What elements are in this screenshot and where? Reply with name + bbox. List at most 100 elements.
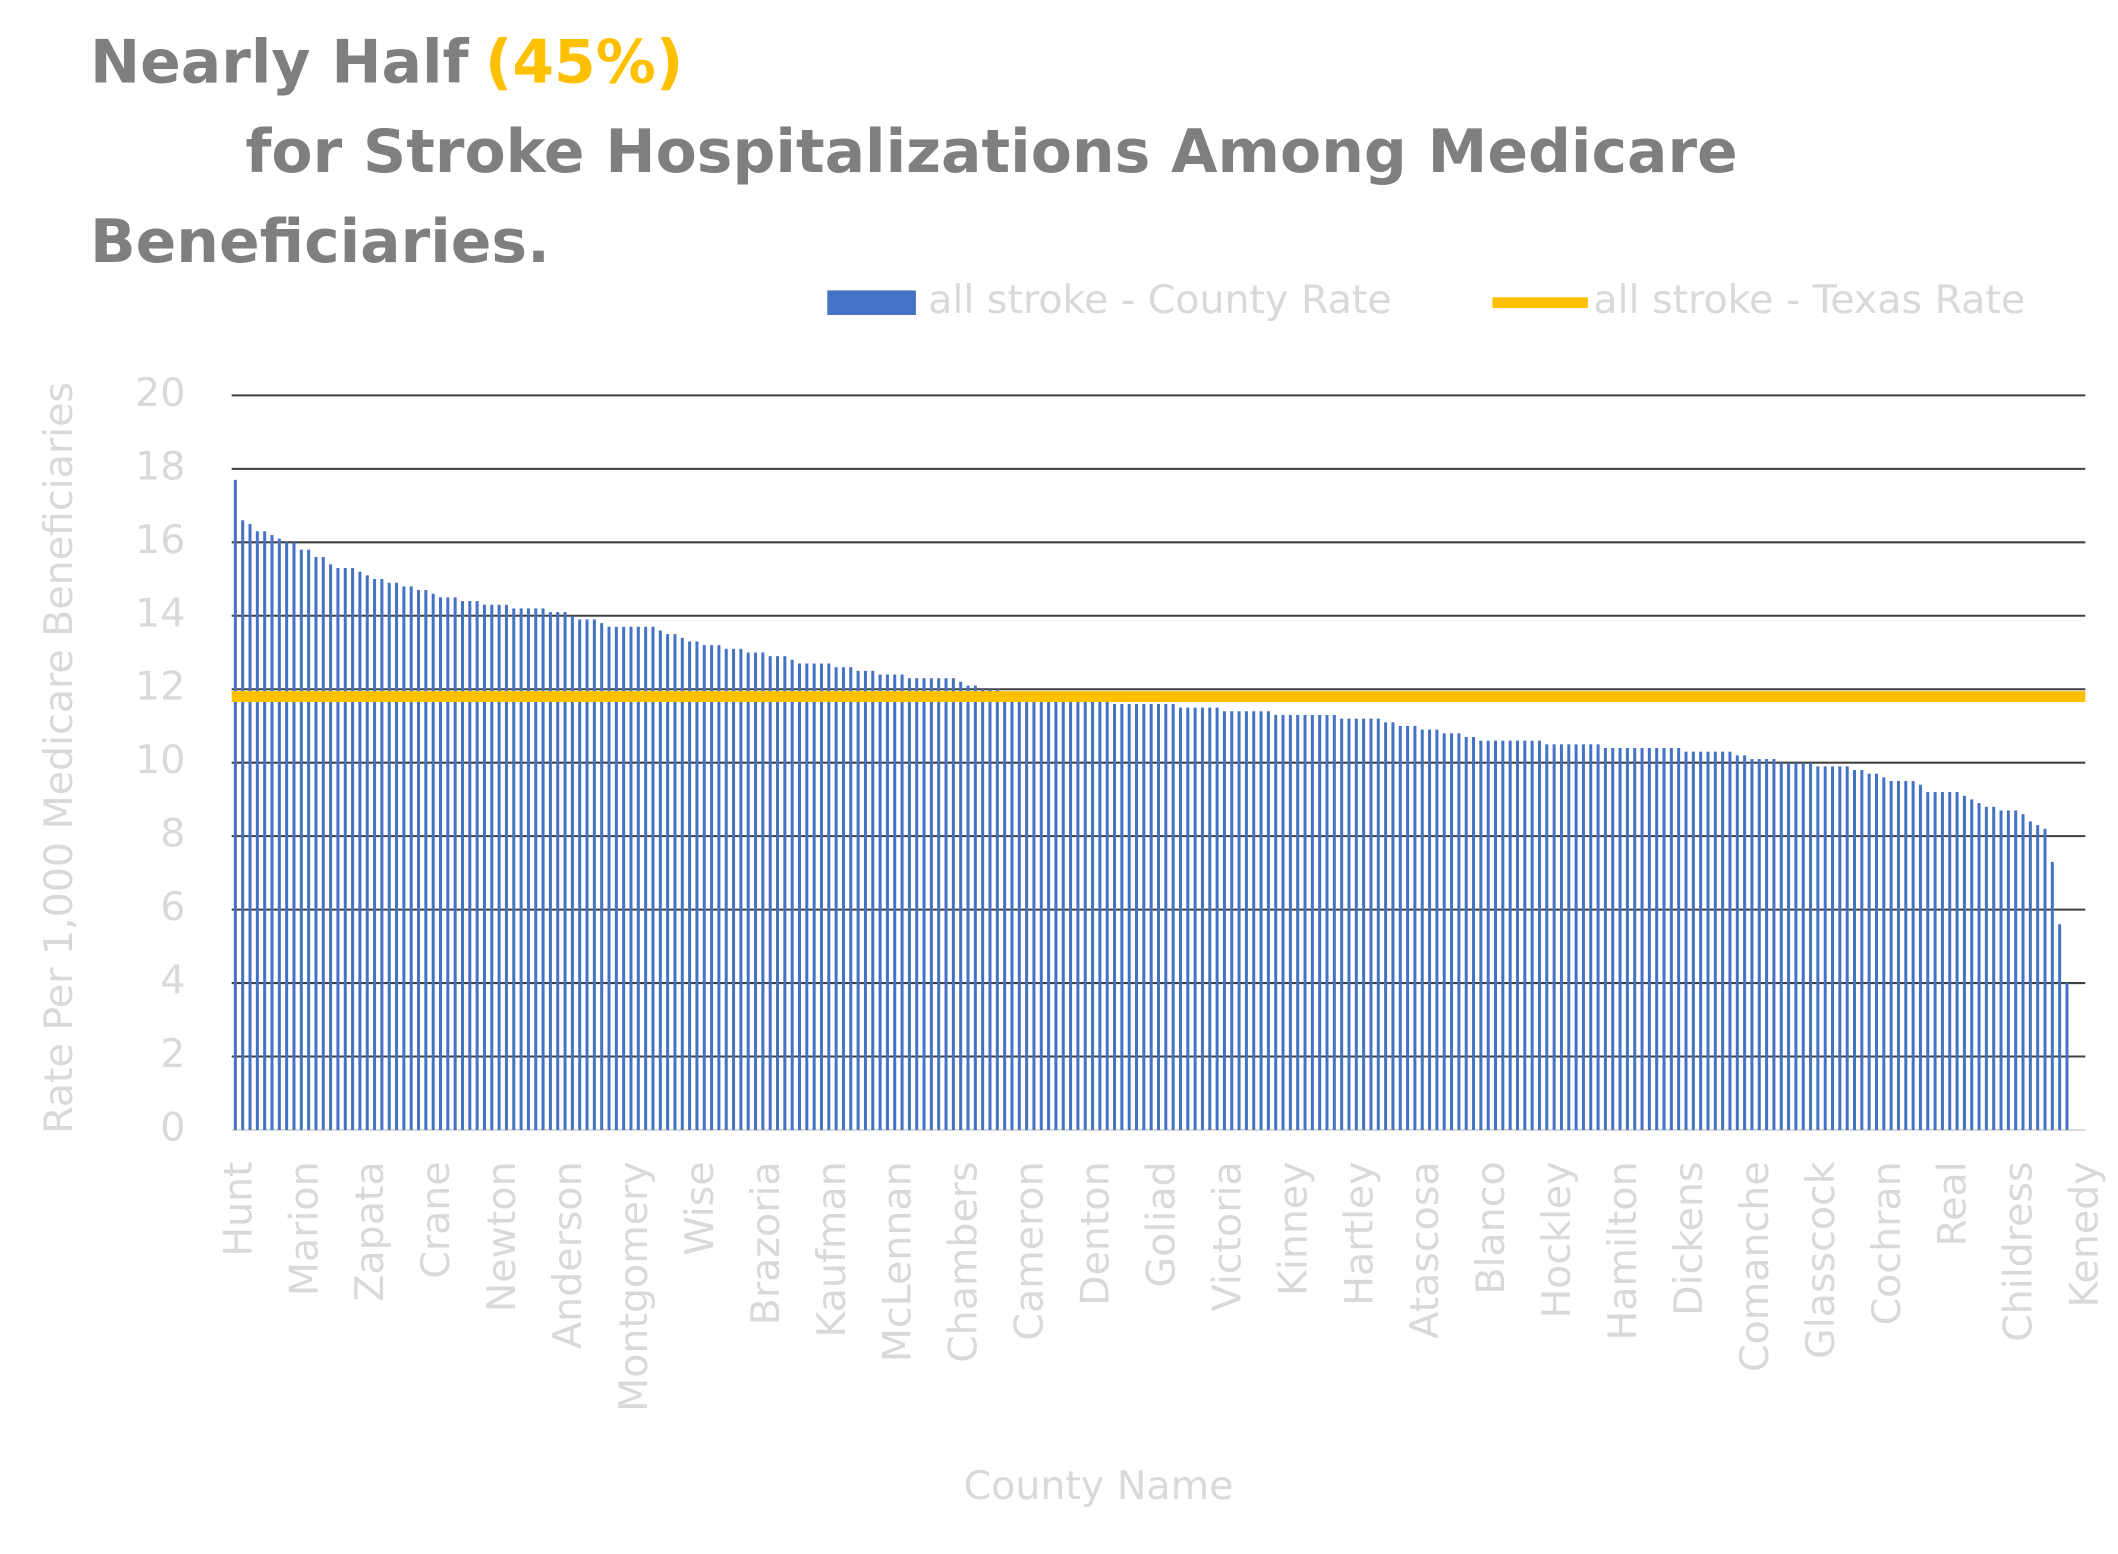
x-tick-label: Zapata bbox=[347, 1161, 393, 1301]
bar bbox=[776, 656, 780, 1130]
y-tick-label: 6 bbox=[160, 884, 185, 930]
bar bbox=[387, 582, 391, 1130]
bar bbox=[1259, 711, 1263, 1130]
bar bbox=[1032, 692, 1036, 1130]
x-tick-label: Atascosa bbox=[1402, 1161, 1448, 1338]
x-tick-label: Dickens bbox=[1666, 1161, 1712, 1316]
bar bbox=[1984, 806, 1988, 1130]
bar bbox=[1867, 773, 1871, 1130]
bar bbox=[805, 663, 809, 1130]
bar bbox=[1530, 740, 1534, 1130]
bar bbox=[1545, 744, 1549, 1130]
bar bbox=[1515, 740, 1519, 1130]
bar bbox=[658, 630, 662, 1130]
bar bbox=[1765, 759, 1769, 1130]
bar bbox=[1266, 711, 1270, 1130]
bar bbox=[263, 531, 267, 1130]
bar bbox=[1178, 707, 1182, 1130]
bar bbox=[468, 601, 472, 1130]
bar bbox=[607, 626, 611, 1130]
bar bbox=[1977, 803, 1981, 1130]
bar bbox=[578, 619, 582, 1130]
x-tick-label: Denton bbox=[1073, 1161, 1119, 1306]
bar bbox=[541, 608, 545, 1130]
bar bbox=[1955, 792, 1959, 1130]
bar bbox=[717, 645, 721, 1130]
bar bbox=[1816, 766, 1820, 1130]
bar bbox=[1083, 700, 1087, 1130]
x-tick-label: Hunt bbox=[215, 1161, 261, 1256]
x-tick-label: Hamilton bbox=[1600, 1161, 1646, 1340]
bar bbox=[307, 549, 311, 1130]
bar bbox=[973, 685, 977, 1130]
bar bbox=[343, 568, 347, 1130]
bar bbox=[1523, 740, 1527, 1130]
bar bbox=[1230, 711, 1234, 1130]
bar bbox=[292, 542, 296, 1130]
bar bbox=[636, 626, 640, 1130]
x-tick-label: Childress bbox=[1996, 1161, 2042, 1342]
bar bbox=[1479, 740, 1483, 1130]
x-tick-label: Kenedy bbox=[2062, 1161, 2108, 1307]
bar bbox=[1853, 770, 1857, 1130]
x-tick-label: Anderson bbox=[545, 1161, 591, 1349]
bar bbox=[233, 479, 237, 1130]
bar bbox=[1450, 733, 1454, 1130]
bar bbox=[1318, 714, 1322, 1130]
bar bbox=[490, 604, 494, 1130]
bar bbox=[995, 689, 999, 1130]
bar bbox=[1105, 700, 1109, 1130]
bar bbox=[1428, 729, 1432, 1130]
bar bbox=[585, 619, 589, 1130]
bar bbox=[336, 568, 340, 1130]
x-tick-label: Kaufman bbox=[809, 1161, 855, 1337]
bar bbox=[373, 579, 377, 1130]
bar bbox=[922, 678, 926, 1130]
bar bbox=[1135, 703, 1139, 1130]
bar bbox=[1589, 744, 1593, 1130]
bar bbox=[285, 542, 289, 1130]
bar bbox=[768, 656, 772, 1130]
bar bbox=[951, 678, 955, 1130]
bar bbox=[885, 674, 889, 1130]
bar bbox=[1787, 762, 1791, 1130]
bar bbox=[710, 645, 714, 1130]
bar bbox=[1464, 736, 1468, 1130]
bar bbox=[1252, 711, 1256, 1130]
bar bbox=[1633, 747, 1637, 1130]
bar bbox=[1611, 747, 1615, 1130]
bar bbox=[1508, 740, 1512, 1130]
bar bbox=[702, 645, 706, 1130]
bar bbox=[1486, 740, 1490, 1130]
bar bbox=[666, 634, 670, 1130]
bar bbox=[907, 678, 911, 1130]
bar bbox=[1838, 766, 1842, 1130]
bar bbox=[351, 568, 355, 1130]
bar bbox=[2058, 924, 2062, 1130]
bar bbox=[1171, 703, 1175, 1130]
bar bbox=[673, 634, 677, 1130]
bar bbox=[2043, 828, 2047, 1130]
bar bbox=[1823, 766, 1827, 1130]
x-axis-label: County Name bbox=[964, 1463, 1234, 1509]
bar bbox=[1398, 725, 1402, 1130]
bar bbox=[1992, 806, 1996, 1130]
bar bbox=[1647, 747, 1651, 1130]
bar bbox=[358, 571, 362, 1130]
x-tick-label: Blanco bbox=[1468, 1161, 1514, 1294]
bar bbox=[1325, 714, 1329, 1130]
bar bbox=[644, 626, 648, 1130]
bar bbox=[556, 612, 560, 1130]
bar bbox=[1581, 744, 1585, 1130]
bar bbox=[460, 601, 464, 1130]
bar bbox=[1501, 740, 1505, 1130]
bar bbox=[2006, 810, 2010, 1130]
bar bbox=[1208, 707, 1212, 1130]
bar bbox=[1457, 733, 1461, 1130]
y-tick-label: 4 bbox=[160, 958, 185, 1004]
y-tick-label: 20 bbox=[135, 370, 185, 416]
bar bbox=[417, 590, 421, 1130]
bar bbox=[981, 689, 985, 1130]
bar bbox=[1149, 703, 1153, 1130]
